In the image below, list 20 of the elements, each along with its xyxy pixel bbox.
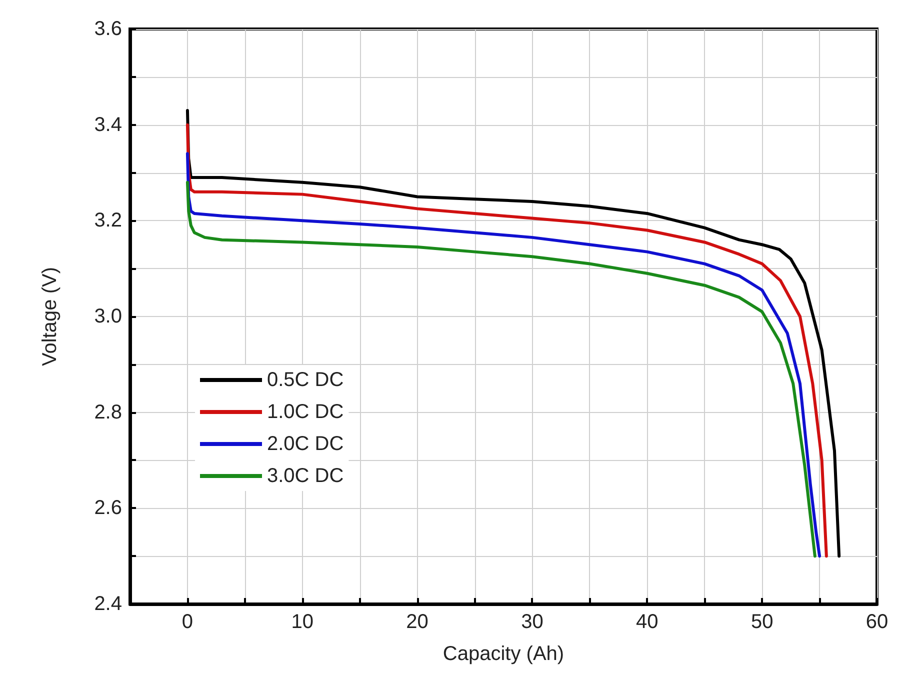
x-tick-label: 50 [750, 611, 774, 633]
y-tick-label: 3.4 [94, 114, 122, 136]
legend-label: 2.0C DC [267, 433, 344, 455]
legend-label: 1.0C DC [267, 401, 344, 423]
x-tick-label: 40 [636, 611, 658, 633]
x-tick-label: 60 [866, 611, 888, 633]
legend-label: 3.0C DC [267, 465, 344, 487]
x-tick-label: 0 [182, 611, 194, 633]
x-tick-label: 10 [291, 611, 314, 633]
y-tick-label: 2.6 [94, 497, 122, 520]
y-tick-label: 2.4 [94, 593, 122, 615]
y-tick-label: 2.8 [94, 401, 122, 424]
y-tick-label: 3.6 [94, 18, 122, 40]
x-axis-title: Capacity (Ah) [442, 643, 564, 665]
y-tick-label: 3.2 [94, 210, 122, 232]
y-tick-label: 3.0 [94, 306, 122, 328]
x-tick-label: 30 [521, 611, 544, 633]
legend-label: 0.5C DC [267, 369, 344, 391]
y-axis-title: Voltage (V) [39, 267, 61, 366]
x-tick-label: 20 [406, 611, 428, 633]
